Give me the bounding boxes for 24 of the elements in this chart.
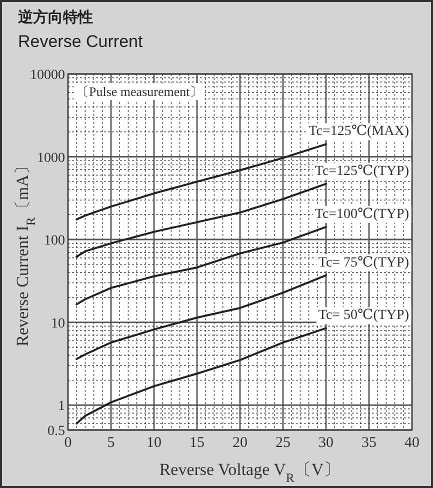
series-label: Tc= 50℃(TYP) — [316, 307, 412, 324]
xtick: 25 — [276, 435, 290, 451]
ytick: 1 — [58, 399, 65, 414]
xtick: 35 — [362, 435, 376, 451]
xlabel: Reverse Voltage V$_{R}$〔V〕 — [159, 460, 341, 485]
title: 逆方向特性 — [18, 9, 93, 26]
annotation: 〔Pulse measurement〕 — [74, 83, 205, 100]
series-label: Tc= 75℃(TYP) — [316, 254, 412, 272]
subtitle: Reverse Current — [18, 32, 143, 51]
series-label: Tc=125℃(MAX) — [306, 123, 412, 140]
xtick: 40 — [404, 435, 420, 451]
series-label: Tc=125℃(TYP) — [312, 162, 412, 180]
ytick: 10 — [51, 316, 65, 332]
xtick: 20 — [232, 435, 248, 451]
xtick: 10 — [146, 435, 162, 451]
ytick: 0.5 — [48, 424, 65, 439]
xtick: 0 — [64, 435, 72, 451]
xtick: 15 — [190, 435, 204, 451]
ytick: 10000 — [30, 68, 65, 83]
ytick: 100 — [44, 234, 65, 249]
series-label: Tc=100℃(TYP) — [312, 206, 412, 223]
ytick: 1000 — [37, 150, 65, 166]
xtick: 30 — [318, 435, 334, 451]
xtick: 5 — [107, 435, 115, 451]
